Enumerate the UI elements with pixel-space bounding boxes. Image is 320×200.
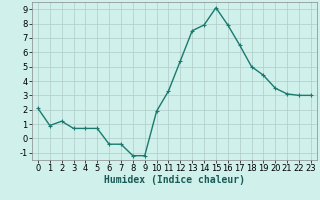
- X-axis label: Humidex (Indice chaleur): Humidex (Indice chaleur): [104, 175, 245, 185]
